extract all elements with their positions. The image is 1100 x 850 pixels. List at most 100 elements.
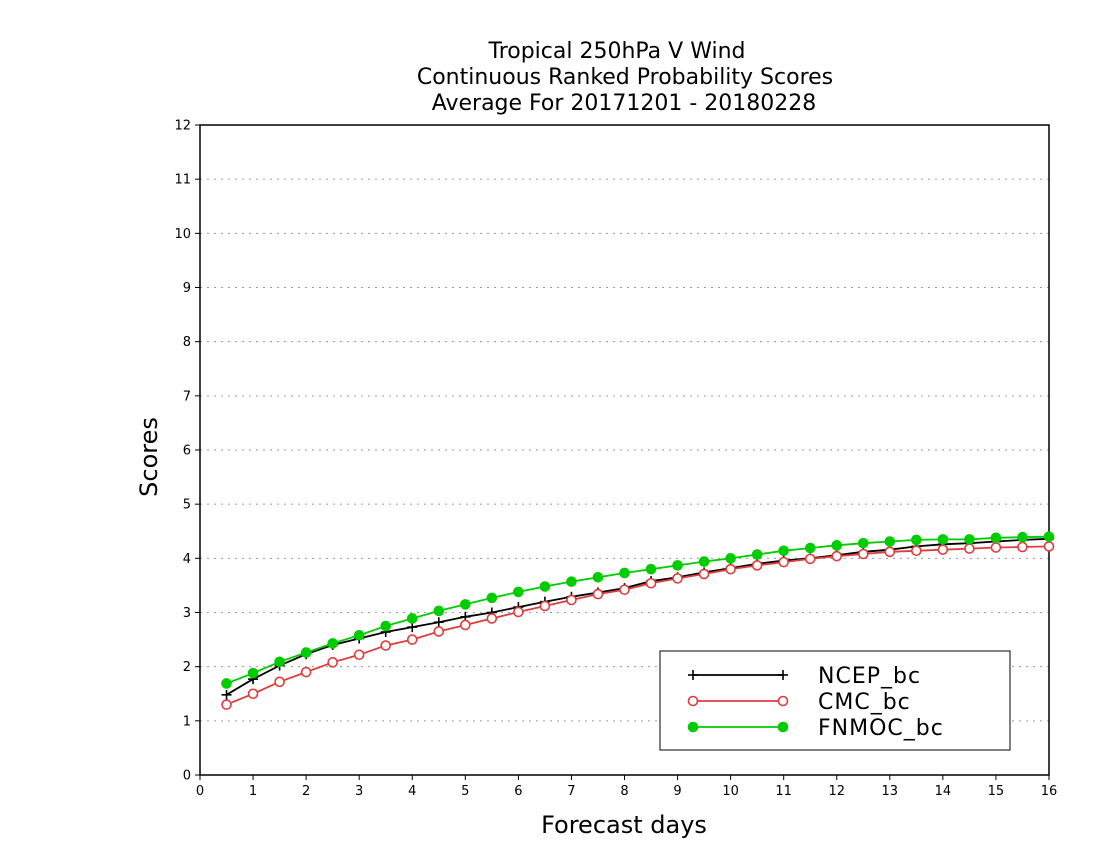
y-tick-label: 0 — [183, 769, 191, 784]
x-axis-label: Forecast days — [541, 811, 707, 839]
data-point — [1017, 531, 1028, 543]
data-point — [327, 638, 338, 649]
series-FNMOC_bc — [221, 531, 1055, 689]
data-point — [937, 544, 949, 555]
data-point — [1043, 541, 1055, 552]
data-point — [407, 622, 418, 633]
x-tick-label: 14 — [935, 784, 952, 799]
x-tick-label: 16 — [1041, 784, 1058, 799]
data-point — [221, 689, 232, 700]
y-tick-label: 6 — [183, 444, 191, 459]
x-tick-label: 3 — [355, 784, 363, 799]
legend-entry: NCEP_bc — [688, 664, 921, 689]
chart-title-line-2: Continuous Ranked Probability Scores — [417, 65, 833, 90]
y-tick-label: 11 — [174, 173, 191, 188]
data-point — [831, 540, 843, 551]
data-point — [911, 534, 922, 546]
legend-marker — [777, 695, 789, 707]
data-point — [964, 534, 975, 545]
y-tick-label: 9 — [183, 281, 191, 296]
legend-label: FNMOC_bc — [818, 716, 944, 741]
data-point — [433, 605, 445, 617]
x-tick-label: 5 — [461, 784, 469, 799]
legend-marker — [778, 670, 788, 680]
y-tick-label: 3 — [183, 606, 191, 621]
y-tick-label: 2 — [183, 660, 191, 675]
series-CMC_bc — [221, 541, 1055, 710]
legend-entry: CMC_bc — [687, 690, 911, 715]
legend-label: NCEP_bc — [818, 664, 921, 689]
data-point — [990, 532, 1002, 544]
data-point — [725, 563, 736, 575]
data-point — [221, 678, 232, 689]
data-point — [884, 536, 896, 547]
y-tick-label: 1 — [183, 714, 191, 729]
data-point — [513, 586, 524, 598]
data-point — [592, 571, 604, 583]
data-point — [221, 699, 232, 710]
y-tick-label: 5 — [183, 498, 191, 513]
data-point — [884, 546, 896, 558]
data-point — [406, 613, 418, 624]
data-point — [327, 657, 338, 668]
x-tick-label: 6 — [514, 784, 522, 799]
y-tick-label: 4 — [183, 552, 191, 567]
data-point — [539, 600, 551, 612]
data-point — [857, 548, 869, 560]
data-point — [778, 556, 789, 568]
data-point — [804, 553, 816, 565]
data-point — [964, 543, 975, 554]
data-point — [247, 688, 259, 700]
data-point — [672, 573, 683, 584]
data-point — [1017, 541, 1028, 553]
data-point — [778, 545, 789, 557]
data-point — [380, 620, 392, 632]
x-tick-label: 0 — [196, 784, 204, 799]
series-layer — [221, 531, 1055, 710]
data-point — [300, 647, 312, 658]
legend-marker — [687, 721, 699, 733]
data-point — [804, 542, 816, 554]
data-point — [698, 556, 710, 567]
data-point — [937, 534, 949, 545]
legend-marker — [688, 670, 698, 680]
data-point — [751, 549, 763, 560]
x-tick-label: 4 — [408, 784, 416, 799]
data-point — [566, 594, 577, 606]
chart-title-line-3: Average For 20171201 - 20180228 — [432, 91, 817, 116]
legend-label: CMC_bc — [818, 690, 911, 715]
data-point — [698, 568, 710, 580]
data-point — [247, 667, 259, 679]
y-tick-label: 8 — [183, 335, 191, 350]
data-point — [274, 656, 285, 668]
x-tick-label: 15 — [988, 784, 1005, 799]
x-tick-label: 1 — [249, 784, 257, 799]
data-point — [486, 592, 498, 604]
data-point — [513, 606, 524, 618]
data-point — [433, 626, 445, 637]
chart-title-line-1: Tropical 250hPa V Wind — [487, 39, 745, 64]
data-point — [990, 542, 1002, 553]
data-point — [486, 613, 498, 624]
data-point — [539, 581, 551, 592]
data-point — [380, 640, 392, 651]
x-tick-label: 2 — [302, 784, 310, 799]
data-point — [751, 560, 763, 571]
data-point — [353, 649, 365, 661]
data-point — [353, 629, 365, 641]
x-tick-label: 7 — [567, 784, 575, 799]
legend-marker — [687, 695, 699, 707]
x-tick-label: 9 — [673, 784, 681, 799]
data-point — [460, 619, 471, 631]
legend-marker — [777, 721, 789, 733]
plot-area-frame — [199, 124, 1050, 776]
data-point — [592, 588, 604, 600]
data-point — [831, 550, 843, 562]
x-tick-label: 10 — [722, 784, 739, 799]
x-axis-ticks: 0 1 2 3 4 5 6 7 8 9 10 11 12 13 14 15 16 — [196, 775, 1057, 799]
